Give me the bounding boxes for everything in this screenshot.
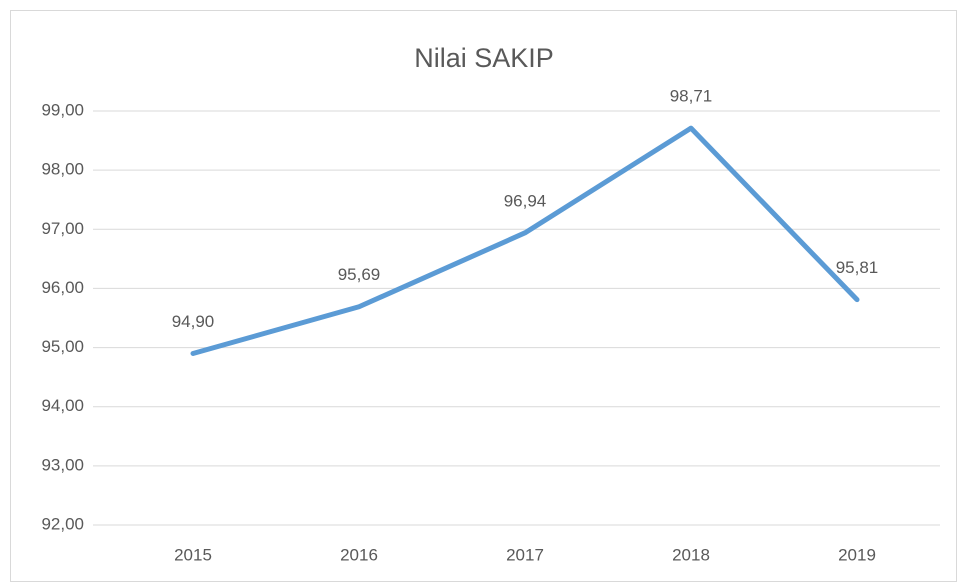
y-tick-label: 95,00 (41, 337, 84, 356)
y-tick-label: 93,00 (41, 455, 84, 474)
x-tick-label: 2019 (838, 545, 876, 564)
y-tick-label: 98,00 (41, 160, 84, 179)
y-tick-label: 99,00 (41, 100, 84, 119)
x-tick-label: 2016 (340, 545, 378, 564)
y-tick-label: 92,00 (41, 514, 84, 533)
y-tick-label: 97,00 (41, 219, 84, 238)
series-line (190, 125, 860, 356)
chart-title: Nilai SAKIP (414, 43, 554, 73)
y-tick-label: 96,00 (41, 278, 84, 297)
data-label: 94,90 (172, 312, 215, 331)
chart-border (10, 10, 957, 582)
data-label: 98,71 (670, 87, 713, 106)
data-label: 95,81 (836, 258, 879, 277)
y-tick-label: 94,00 (41, 396, 84, 415)
data-label: 95,69 (338, 265, 381, 284)
data-label: 96,94 (504, 191, 547, 210)
x-tick-label: 2017 (506, 545, 544, 564)
x-tick-label: 2018 (672, 545, 710, 564)
x-tick-label: 2015 (174, 545, 212, 564)
